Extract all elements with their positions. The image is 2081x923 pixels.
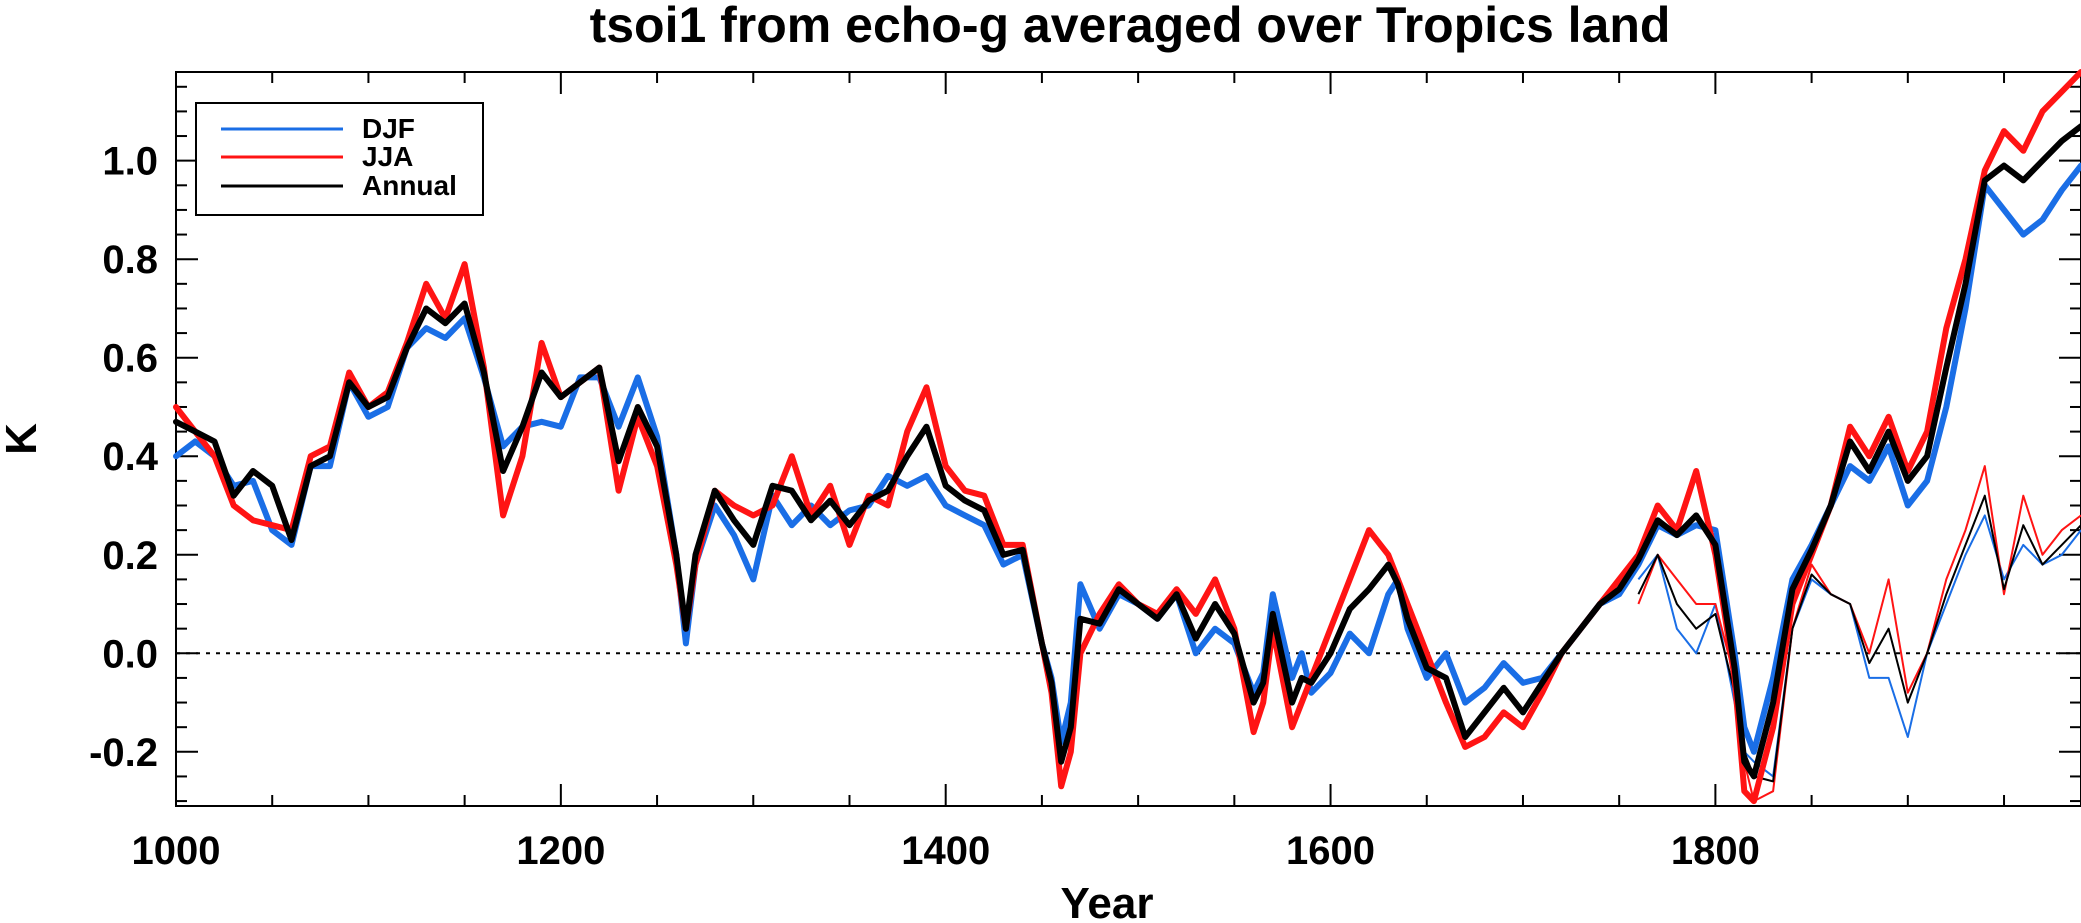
x-tick-label: 1400 <box>901 829 990 873</box>
thin-series-line-annual <box>1637 494 2081 783</box>
series-line-annual <box>173 123 2081 780</box>
x-tick-label: 1200 <box>516 829 605 873</box>
y-tick-label: 0.4 <box>102 435 158 479</box>
y-tick-label: 0.8 <box>102 238 158 282</box>
y-tick-label: 1.0 <box>102 140 158 184</box>
y-tick-label: 0.0 <box>102 632 158 676</box>
series-line-djf <box>173 162 2081 755</box>
x-tick-label: 1600 <box>1286 829 1375 873</box>
x-tick-label: 1800 <box>1671 829 1760 873</box>
x-axis-label: Year <box>1061 879 1154 923</box>
legend-label-jja: JJA <box>362 141 413 172</box>
legend: DJF JJA Annual <box>195 102 484 216</box>
legend-label-annual: Annual <box>362 170 457 201</box>
y-tick-label: 0.2 <box>102 534 158 578</box>
chart-title: tsoi1 from echo-g averaged over Tropics … <box>590 0 1671 53</box>
y-tick-label: 0.6 <box>102 337 158 381</box>
y-axis-label: K <box>0 423 46 455</box>
legend-box <box>195 102 484 216</box>
plot-frame <box>175 71 2081 807</box>
y-tick-label: -0.2 <box>89 731 158 775</box>
legend-label-djf: DJF <box>362 113 415 144</box>
x-tick-label: 1000 <box>132 829 221 873</box>
